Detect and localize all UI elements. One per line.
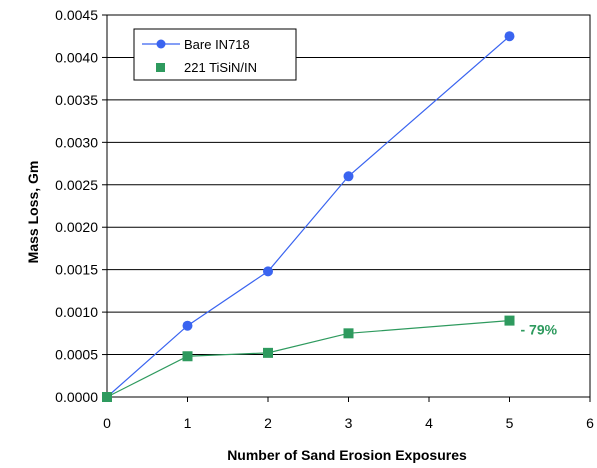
y-tick-label: 0.0040: [55, 49, 98, 65]
y-tick-label: 0.0045: [55, 7, 98, 23]
series-line-1: [106, 320, 510, 398]
x-axis-ticks: 0 1 2 3 4 5 6: [103, 397, 594, 431]
legend-label-bare-in718: Bare IN718: [184, 37, 250, 52]
legend-marker-bare-in718: [156, 39, 166, 49]
x-tick-label: 1: [184, 415, 192, 431]
plot-area: [106, 14, 591, 398]
reduction-annotation: - 79%: [521, 322, 558, 338]
x-axis-title: Number of Sand Erosion Exposures: [227, 447, 467, 463]
data-point: [504, 315, 515, 326]
legend-label-tisin: 221 TiSiN/IN: [184, 60, 257, 75]
y-tick-label: 0.0015: [55, 262, 98, 278]
legend: Bare IN718 221 TiSiN/IN: [133, 28, 297, 81]
y-axis-title: Mass Loss, Gm: [25, 161, 41, 264]
x-tick-label: 6: [586, 415, 594, 431]
data-point: [343, 328, 354, 339]
data-point: [102, 392, 112, 402]
y-tick-label: 0.0035: [55, 92, 98, 108]
x-tick-label: 4: [425, 415, 433, 431]
data-point: [343, 171, 354, 182]
x-tick-label: 3: [345, 415, 353, 431]
legend-marker-tisin: [156, 63, 165, 72]
data-point: [504, 31, 515, 42]
grid-lines: [107, 56, 590, 356]
x-tick-label: 0: [103, 415, 111, 431]
y-tick-label: 0.0020: [55, 219, 98, 235]
data-point: [182, 351, 193, 362]
series-layer: [102, 31, 515, 402]
y-tick-label: 0.0025: [55, 177, 98, 193]
data-point: [263, 266, 273, 277]
x-tick-label: 2: [264, 415, 272, 431]
data-point: [182, 320, 193, 331]
y-tick-label: 0.0030: [55, 134, 98, 150]
y-tick-label: 0.0000: [55, 389, 98, 405]
y-axis-ticks: 0.0000 0.0005 0.0010 0.0015 0.0020 0.0025 0.00…: [55, 7, 107, 405]
y-tick-label: 0.0005: [55, 347, 98, 363]
x-tick-label: 5: [506, 415, 514, 431]
data-point: [263, 347, 273, 358]
y-tick-label: 0.0010: [55, 304, 98, 320]
